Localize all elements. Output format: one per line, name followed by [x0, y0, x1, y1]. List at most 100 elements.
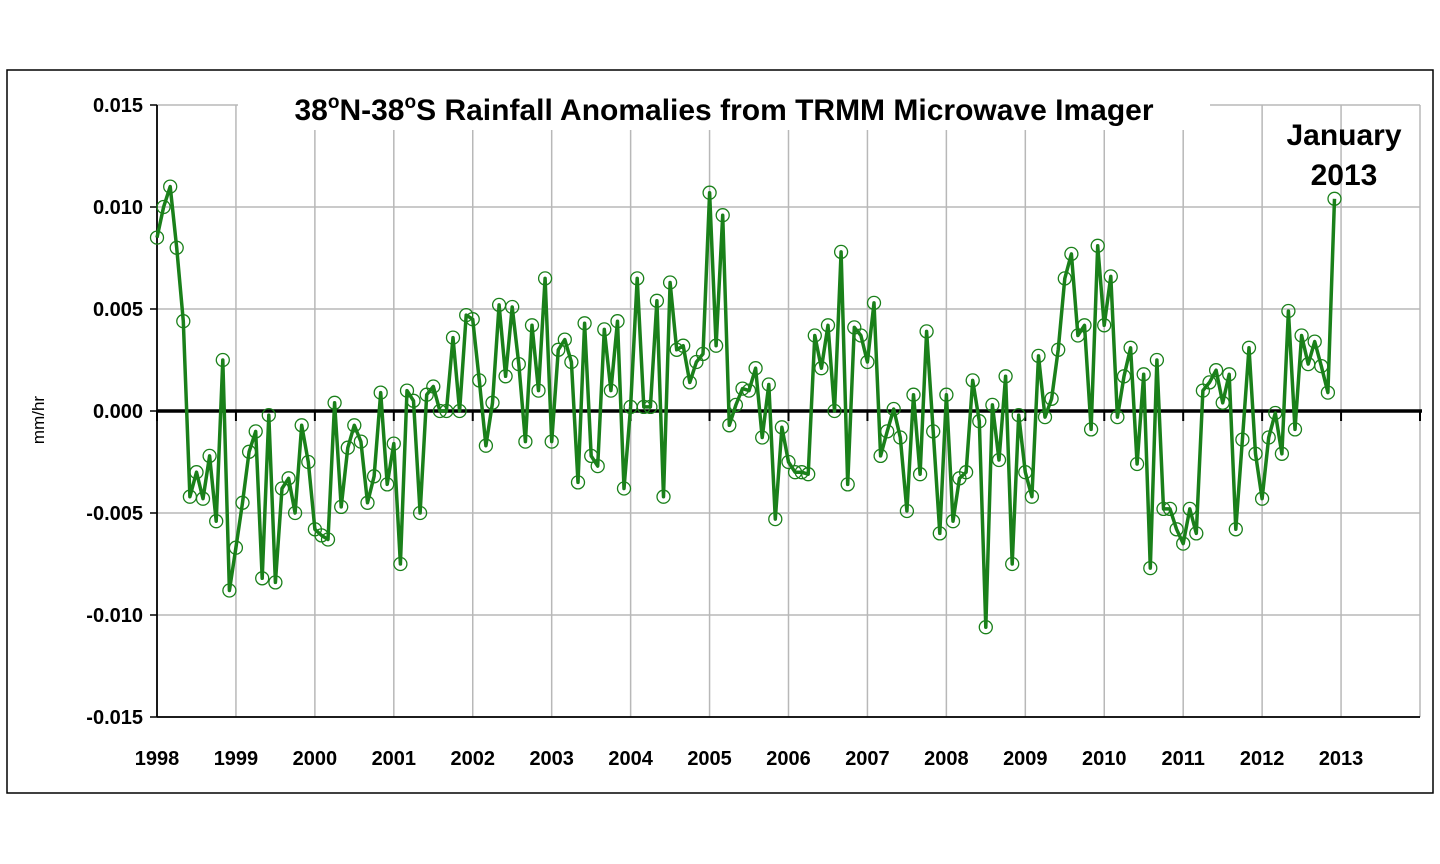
data-point	[399, 383, 415, 398]
data-point	[972, 414, 987, 429]
data-point	[524, 318, 540, 333]
x-tick-label: 1998	[135, 748, 180, 770]
data-point	[1143, 560, 1158, 576]
data-point	[794, 465, 809, 480]
data-point	[518, 434, 533, 449]
data-point	[570, 475, 586, 490]
data-point	[695, 346, 711, 362]
x-tick-label: 2009	[1003, 748, 1048, 770]
data-point	[1189, 526, 1204, 541]
data-point	[169, 240, 184, 255]
data-point	[1307, 334, 1322, 349]
data-point	[814, 361, 829, 376]
data-point	[386, 436, 401, 451]
data-point	[261, 407, 276, 423]
y-axis-label: mm/hr	[29, 396, 48, 445]
data-point	[912, 467, 928, 482]
data-point	[281, 471, 296, 486]
data-point	[636, 399, 651, 415]
data-point	[656, 489, 671, 504]
data-point	[222, 583, 237, 598]
x-tick-label: 2000	[293, 748, 338, 770]
data-point	[893, 430, 908, 445]
data-point	[564, 354, 579, 370]
x-tick-label: 2006	[766, 748, 811, 770]
data-point	[1261, 430, 1276, 445]
data-point	[1011, 407, 1026, 423]
data-point	[1064, 246, 1079, 262]
data-point	[991, 452, 1007, 468]
data-point	[630, 271, 645, 286]
title-part-2: N-38	[339, 94, 404, 127]
title-part-3: S Rainfall Anomalies from TRMM Microwave…	[416, 94, 1154, 127]
data-point	[1228, 522, 1243, 537]
data-point	[294, 418, 309, 433]
y-tick-label: -0.015	[86, 707, 143, 729]
data-point	[926, 424, 941, 439]
data-point	[741, 383, 757, 398]
data-point	[998, 369, 1013, 384]
x-tick-label: 2003	[529, 748, 574, 770]
x-tick-label: 2011	[1161, 748, 1204, 770]
data-point	[366, 469, 382, 484]
data-point	[978, 620, 993, 635]
data-point	[149, 230, 165, 245]
y-tick-label: 0.005	[93, 299, 143, 321]
series-line	[155, 184, 1337, 629]
data-point	[702, 185, 717, 200]
data-point	[1208, 363, 1224, 378]
y-tick-label: 0.010	[93, 197, 143, 219]
data-point	[209, 514, 224, 529]
data-point	[255, 571, 270, 586]
y-tick-label: -0.010	[86, 605, 143, 627]
data-point	[958, 465, 974, 480]
data-point	[899, 503, 915, 519]
data-point	[373, 385, 388, 400]
data-point	[945, 514, 961, 529]
data-point	[452, 403, 467, 419]
title-superscript-2: o	[405, 92, 417, 113]
data-point	[722, 418, 737, 433]
data-point	[985, 397, 1000, 413]
data-point	[327, 395, 342, 410]
data-point	[662, 275, 678, 290]
data-point	[603, 383, 619, 398]
data-point	[715, 208, 730, 223]
data-point	[840, 477, 855, 492]
data-point	[616, 481, 632, 496]
data-point	[1294, 328, 1309, 343]
data-point	[189, 465, 204, 480]
data-point	[939, 387, 954, 402]
data-point	[1274, 446, 1290, 461]
chart-frame	[6, 69, 1434, 794]
data-point	[610, 314, 625, 329]
data-point	[1327, 191, 1342, 206]
data-point	[801, 467, 816, 482]
data-point	[1129, 456, 1145, 472]
data-point	[676, 338, 691, 353]
data-point	[1051, 342, 1066, 357]
data-point	[1241, 340, 1257, 355]
data-point	[498, 369, 513, 384]
data-point	[505, 299, 520, 315]
title-background	[238, 88, 1210, 130]
data-point	[195, 491, 211, 506]
data-point	[1222, 367, 1237, 382]
data-point	[1136, 367, 1151, 382]
data-point	[287, 505, 303, 521]
data-point	[1044, 391, 1059, 406]
data-point	[1202, 375, 1217, 390]
data-point	[1287, 422, 1303, 437]
data-point	[1031, 348, 1046, 364]
data-point	[176, 314, 191, 329]
data-point	[156, 199, 171, 215]
data-point	[649, 293, 665, 308]
series-rainfall-anomaly	[149, 179, 1342, 635]
data-point	[873, 448, 888, 464]
data-point	[215, 352, 230, 368]
data-point	[1235, 432, 1250, 447]
data-point	[1097, 318, 1112, 333]
data-point	[301, 454, 316, 470]
x-tick-label: 1999	[214, 748, 259, 770]
data-point	[551, 342, 566, 357]
